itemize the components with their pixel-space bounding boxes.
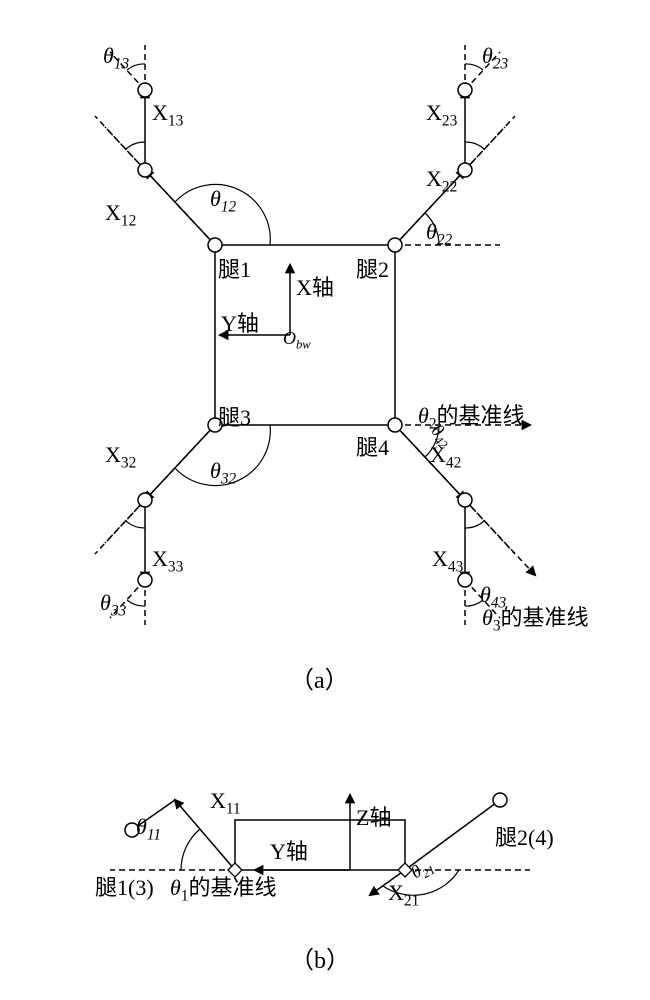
z-axis-label: Z轴 [356,800,391,832]
leg24-label: 腿2(4) [495,820,554,852]
X32: X32 [105,442,136,472]
leg4 [388,418,535,625]
X33: X33 [152,546,183,576]
leg2-label: 腿2 [356,252,389,284]
ref1: θ1的基准线 [170,870,277,905]
yb-axis-label: Y轴 [270,834,308,866]
leg1-label: 腿1 [218,252,251,284]
diagram-a [95,45,535,625]
leg13-label: 腿1(3) [95,870,154,902]
X11: X11 [210,788,241,818]
ref2: θ2的基准线 [418,398,525,433]
leg3-label: 腿3 [218,400,251,432]
X22: X22 [426,166,457,196]
X43: X43 [432,546,463,576]
t23: θ23 [482,43,508,73]
t22: θ22 [426,219,452,249]
y-axis-label: Y轴 [221,306,259,338]
t11: θ11 [136,814,161,844]
leg4-label: 腿4 [356,430,389,462]
x-axis-label: X轴 [296,270,334,302]
t12: θ12 [210,186,236,216]
caption-a: （a） [290,660,349,695]
t33: θ33 [100,590,126,620]
X23: X23 [426,100,457,130]
t32: θ32 [210,458,236,488]
X21: X21 [388,880,419,910]
X13: X13 [152,100,183,130]
X12: X12 [105,200,136,230]
origin-label: Obw [283,328,311,353]
caption-b: （b） [290,940,350,975]
ref3: θ3的基准线 [482,600,589,635]
t13: θ13 [103,43,129,73]
